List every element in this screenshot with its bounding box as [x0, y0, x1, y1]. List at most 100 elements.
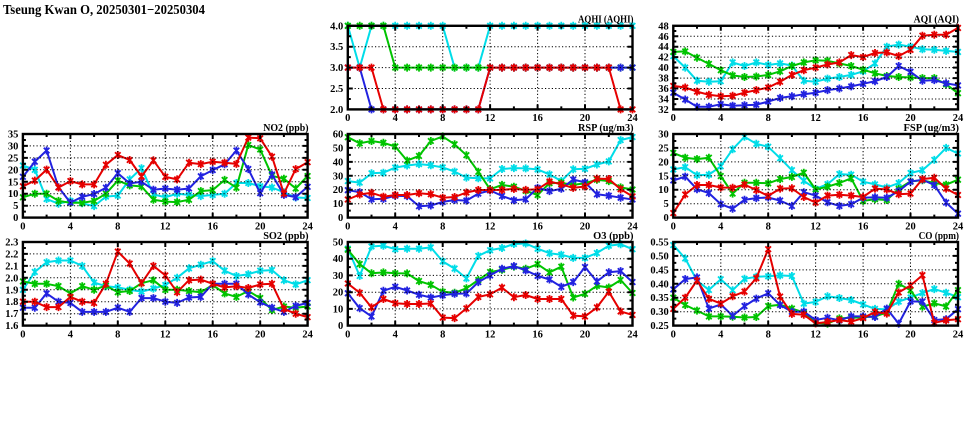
svg-text:40: 40 [333, 254, 344, 265]
svg-text:10: 10 [8, 189, 19, 200]
svg-text:20: 20 [580, 329, 591, 340]
svg-text:12: 12 [485, 113, 496, 124]
svg-text:25: 25 [8, 153, 19, 164]
svg-text:0: 0 [20, 329, 25, 340]
svg-text:16: 16 [532, 329, 543, 340]
svg-text:2.1: 2.1 [5, 261, 18, 272]
svg-text:0: 0 [338, 321, 343, 332]
svg-text:CO (ppm): CO (ppm) [919, 231, 960, 242]
svg-text:10: 10 [333, 304, 344, 315]
svg-text:3.0: 3.0 [330, 63, 343, 74]
svg-text:0: 0 [13, 213, 18, 224]
svg-text:4: 4 [393, 221, 399, 232]
svg-text:2.2: 2.2 [5, 249, 18, 260]
svg-text:12: 12 [810, 221, 821, 232]
svg-text:20: 20 [905, 329, 916, 340]
svg-text:0.45: 0.45 [650, 265, 668, 276]
svg-text:12: 12 [160, 329, 171, 340]
svg-text:42: 42 [658, 53, 669, 64]
svg-text:RSP (ug/m3): RSP (ug/m3) [578, 123, 634, 134]
svg-text:5: 5 [664, 199, 669, 210]
svg-text:4: 4 [718, 113, 724, 124]
svg-text:FSP (ug/m3): FSP (ug/m3) [904, 123, 960, 134]
svg-text:24: 24 [953, 221, 964, 232]
svg-text:16: 16 [207, 221, 218, 232]
svg-text:16: 16 [858, 221, 869, 232]
svg-text:0.55: 0.55 [650, 238, 668, 249]
svg-text:0: 0 [345, 113, 350, 124]
svg-text:35: 35 [8, 130, 19, 141]
svg-text:0: 0 [345, 329, 350, 340]
svg-text:16: 16 [858, 329, 869, 340]
svg-text:30: 30 [658, 130, 669, 141]
svg-text:10: 10 [333, 199, 344, 210]
svg-text:0.30: 0.30 [650, 307, 668, 318]
svg-text:15: 15 [8, 177, 19, 188]
svg-text:50: 50 [333, 143, 344, 154]
svg-text:4: 4 [718, 329, 724, 340]
svg-text:8: 8 [115, 221, 120, 232]
svg-text:24: 24 [302, 329, 313, 340]
svg-text:16: 16 [532, 113, 543, 124]
svg-text:8: 8 [440, 329, 445, 340]
svg-text:32: 32 [658, 105, 669, 116]
svg-text:20: 20 [580, 221, 591, 232]
svg-text:AQHI (AQHI): AQHI (AQHI) [578, 15, 634, 26]
svg-text:0: 0 [671, 221, 676, 232]
svg-text:20: 20 [658, 157, 669, 168]
svg-text:46: 46 [658, 32, 669, 43]
svg-text:0.25: 0.25 [650, 321, 668, 332]
svg-text:2.5: 2.5 [330, 84, 343, 95]
svg-text:0: 0 [671, 113, 676, 124]
svg-text:2.0: 2.0 [5, 273, 18, 284]
svg-text:50: 50 [333, 238, 344, 249]
svg-text:24: 24 [627, 221, 638, 232]
svg-text:1.8: 1.8 [5, 297, 18, 308]
svg-text:20: 20 [905, 221, 916, 232]
svg-text:8: 8 [766, 221, 771, 232]
svg-text:24: 24 [627, 329, 638, 340]
svg-text:40: 40 [658, 63, 669, 74]
svg-text:20: 20 [333, 288, 344, 299]
svg-text:20: 20 [255, 329, 266, 340]
svg-text:0.40: 0.40 [650, 279, 668, 290]
svg-text:20: 20 [8, 165, 19, 176]
svg-text:1.7: 1.7 [5, 309, 18, 320]
svg-text:12: 12 [485, 329, 496, 340]
svg-text:38: 38 [658, 74, 669, 85]
svg-text:25: 25 [658, 143, 669, 154]
svg-text:20: 20 [905, 113, 916, 124]
svg-text:8: 8 [440, 221, 445, 232]
svg-text:48: 48 [658, 21, 669, 32]
svg-text:15: 15 [658, 171, 669, 182]
svg-text:8: 8 [766, 329, 771, 340]
svg-text:4: 4 [393, 329, 399, 340]
svg-text:12: 12 [810, 113, 821, 124]
svg-text:8: 8 [115, 329, 120, 340]
svg-text:12: 12 [485, 221, 496, 232]
svg-text:NO2 (ppb): NO2 (ppb) [263, 123, 309, 134]
svg-text:4: 4 [393, 113, 399, 124]
svg-text:4: 4 [68, 221, 74, 232]
svg-text:O3 (ppb): O3 (ppb) [593, 231, 634, 242]
svg-text:20: 20 [580, 113, 591, 124]
svg-text:16: 16 [207, 329, 218, 340]
svg-text:30: 30 [8, 141, 19, 152]
svg-text:4: 4 [718, 221, 724, 232]
svg-text:40: 40 [333, 157, 344, 168]
svg-text:0: 0 [20, 221, 25, 232]
svg-text:36: 36 [658, 84, 669, 95]
svg-text:24: 24 [302, 221, 313, 232]
svg-text:20: 20 [255, 221, 266, 232]
svg-text:1.6: 1.6 [5, 321, 18, 332]
svg-text:0.35: 0.35 [650, 293, 668, 304]
svg-text:24: 24 [627, 113, 638, 124]
svg-text:0: 0 [338, 213, 343, 224]
svg-text:2.3: 2.3 [5, 238, 18, 249]
svg-text:12: 12 [160, 221, 171, 232]
svg-text:20: 20 [333, 185, 344, 196]
svg-text:0: 0 [664, 213, 669, 224]
svg-text:24: 24 [953, 329, 964, 340]
svg-text:4: 4 [68, 329, 74, 340]
svg-text:SO2 (ppb): SO2 (ppb) [263, 231, 309, 242]
